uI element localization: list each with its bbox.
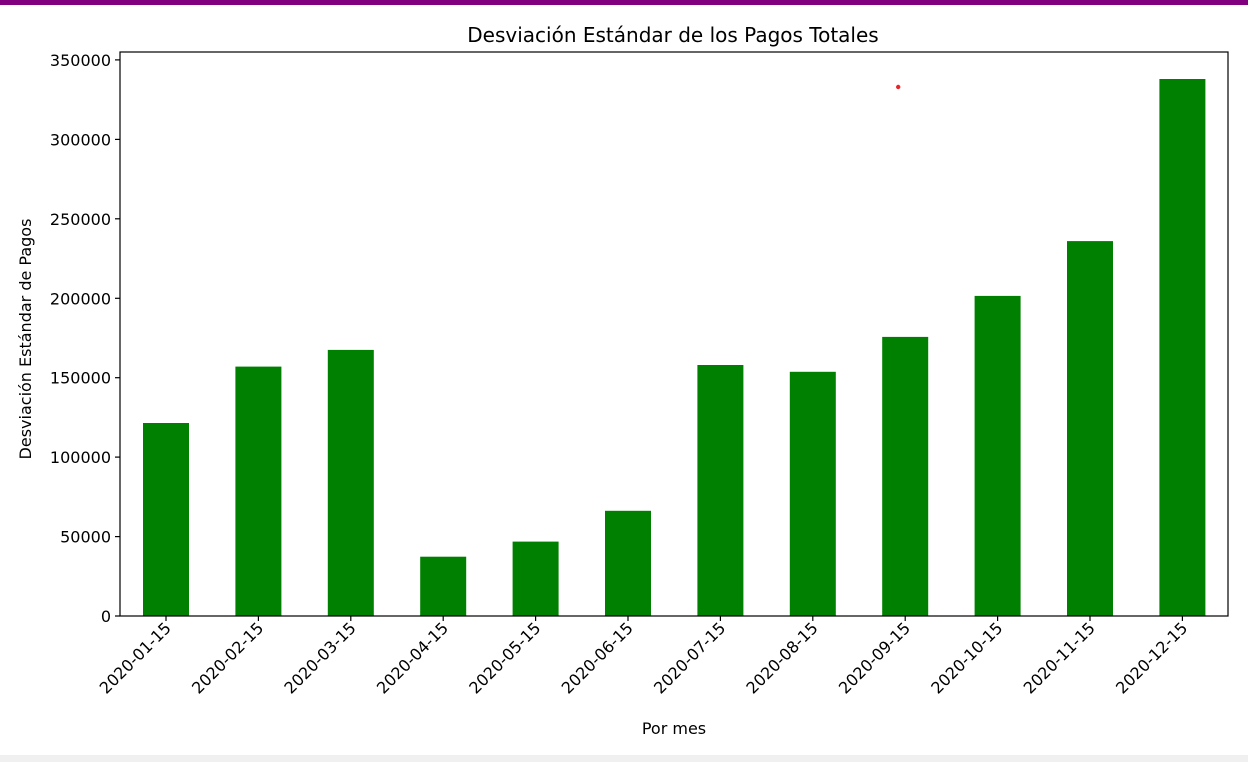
bottom-strip — [0, 755, 1248, 762]
top-accent-bar — [0, 0, 1248, 5]
x-tick-label: 2020-09-15 — [835, 618, 914, 697]
y-tick-label: 50000 — [60, 528, 111, 547]
bar-2020-06-15 — [605, 510, 651, 616]
bar-2020-07-15 — [697, 365, 744, 616]
x-tick-label: 2020-11-15 — [1020, 618, 1099, 697]
y-tick-label: 200000 — [50, 289, 111, 308]
y-tick-label: 150000 — [50, 369, 111, 388]
x-tick-label: 2020-06-15 — [558, 618, 637, 697]
bar-2020-02-15 — [235, 366, 282, 616]
bar-2020-03-15 — [327, 349, 374, 616]
chart-title: Desviación Estándar de los Pagos Totales — [467, 23, 878, 47]
y-tick-label: 350000 — [50, 51, 111, 70]
x-tick-label: 2020-08-15 — [742, 618, 821, 697]
y-tick-label: 100000 — [50, 448, 111, 467]
x-tick-label: 2020-01-15 — [96, 618, 175, 697]
y-axis-label: Desviación Estándar de Pagos — [16, 219, 35, 460]
x-tick-label: 2020-10-15 — [927, 618, 1006, 697]
y-tick-label: 300000 — [50, 130, 111, 149]
x-tick-label: 2020-07-15 — [650, 618, 729, 697]
bar-2020-10-15 — [974, 295, 1021, 616]
bar-2020-05-15 — [512, 541, 559, 616]
plot-frame — [119, 51, 1229, 617]
marker-point — [896, 84, 901, 90]
bar-2020-09-15 — [882, 336, 929, 616]
bar-2020-11-15 — [1067, 241, 1113, 616]
bar-2020-08-15 — [789, 371, 836, 616]
bar-chart: Desviación Estándar de los Pagos Totales… — [16, 23, 1229, 738]
x-tick-label: 2020-12-15 — [1112, 618, 1191, 697]
bar-2020-01-15 — [143, 423, 189, 616]
y-axis: 0 50000 100000 150000 200000 250000 300000 3500… — [50, 51, 120, 626]
x-tick-label: 2020-04-15 — [373, 618, 452, 697]
x-axis-label: Por mes — [642, 719, 706, 738]
x-tick-label: 2020-02-15 — [188, 618, 267, 697]
y-tick-label: 0 — [101, 607, 111, 626]
plot-area — [143, 79, 1206, 616]
y-tick-label: 250000 — [50, 210, 111, 229]
x-tick-label: 2020-03-15 — [280, 618, 359, 697]
x-axis: 2020-01-15 2020-02-15 2020-03-15 2020-04-15… — [96, 616, 1191, 698]
bar-2020-12-15 — [1159, 79, 1206, 616]
x-tick-label: 2020-05-15 — [465, 618, 544, 697]
bar-2020-04-15 — [420, 556, 467, 616]
